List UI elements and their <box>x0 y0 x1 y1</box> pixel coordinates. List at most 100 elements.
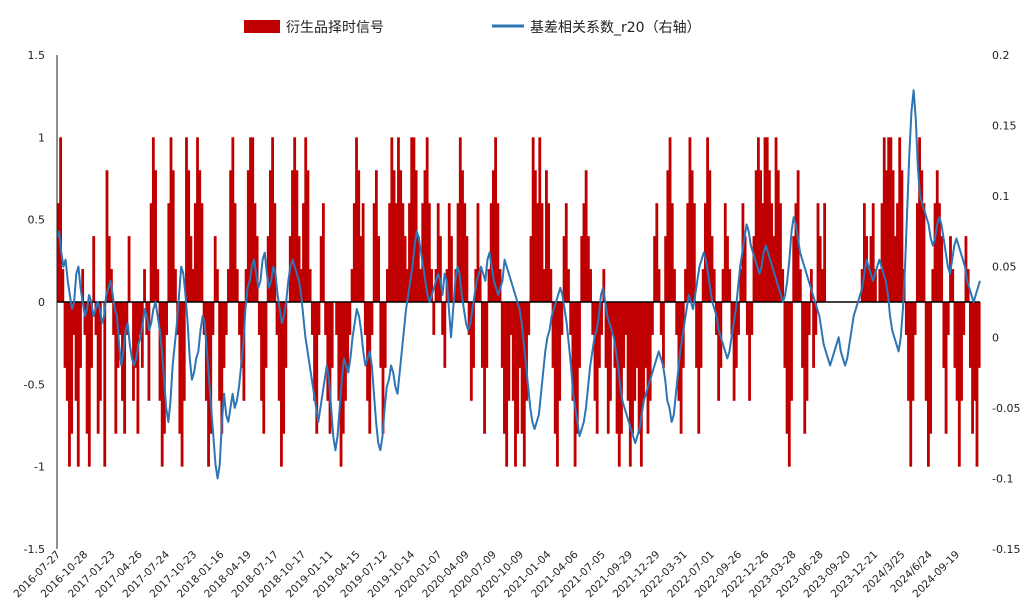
signal-bar <box>306 170 310 302</box>
signal-bar <box>591 302 595 335</box>
signal-bar <box>871 203 875 302</box>
signal-bar <box>57 203 60 302</box>
signal-bar <box>85 302 89 434</box>
right-tick-label: -0.15 <box>992 543 1020 556</box>
signal-bar <box>249 137 252 302</box>
signal-bar <box>458 137 462 302</box>
signal-bar <box>558 302 562 401</box>
signal-bar <box>779 203 782 302</box>
signal-bar <box>783 302 787 368</box>
signal-bar <box>527 302 531 335</box>
signal-bar <box>589 269 592 302</box>
signal-bar <box>350 269 354 302</box>
signal-bar <box>299 269 303 302</box>
signal-bar <box>564 203 568 302</box>
signal-bar <box>222 302 226 368</box>
signal-bar <box>723 203 727 302</box>
signal-bar <box>505 302 509 467</box>
signal-bar <box>132 302 135 401</box>
signal-bar <box>639 302 643 467</box>
signal-bar <box>933 203 937 302</box>
signal-bar <box>675 302 679 335</box>
signal-bar <box>242 302 246 401</box>
signal-bar <box>774 137 778 302</box>
signal-bar <box>156 269 160 302</box>
signal-bar <box>909 302 913 467</box>
signal-bar <box>81 269 85 302</box>
signal-bar <box>790 302 793 401</box>
signal-bar <box>551 302 555 368</box>
signal-bar <box>509 302 513 335</box>
signal-bar <box>324 302 327 335</box>
right-tick-label: 0.1 <box>992 190 1010 203</box>
signal-bar <box>255 236 259 302</box>
left-tick-label: 1.5 <box>28 49 46 62</box>
signal-bar <box>955 302 959 401</box>
signal-bar <box>692 203 696 302</box>
signal-bar <box>178 302 182 434</box>
signal-bar <box>492 170 495 302</box>
signal-bar <box>673 269 676 302</box>
signal-bar <box>567 269 570 302</box>
signal-bar <box>337 302 341 401</box>
signal-bar <box>127 236 131 302</box>
signal-bar <box>798 269 802 302</box>
signal-bar <box>388 203 392 302</box>
signal-bar <box>134 302 138 368</box>
signal-bar <box>750 302 754 335</box>
signal-bar <box>185 137 188 302</box>
signal-bar <box>76 302 80 467</box>
signal-bar <box>787 302 791 467</box>
signal-bar <box>386 269 389 302</box>
signal-bar <box>626 302 630 401</box>
signal-bar <box>174 269 177 302</box>
signal-bar <box>668 137 672 302</box>
signal-bar <box>357 170 361 302</box>
signal-bar <box>628 302 632 467</box>
signal-bar <box>302 203 305 302</box>
right-tick-label: -0.05 <box>992 402 1020 415</box>
signal-bar <box>372 203 376 302</box>
signal-bar <box>154 170 157 302</box>
signal-bar <box>140 302 144 368</box>
signal-bar <box>220 302 224 434</box>
signal-bar <box>759 170 762 302</box>
signal-bar <box>805 302 809 401</box>
signal-bar <box>191 269 195 302</box>
signal-bar <box>271 137 274 302</box>
signal-bar <box>344 302 347 401</box>
signal-bar <box>215 269 219 302</box>
signal-bar <box>412 137 416 302</box>
signal-bar <box>346 302 350 368</box>
signal-bar <box>602 269 606 302</box>
signal-bar <box>670 203 674 302</box>
signal-bar <box>370 302 374 335</box>
signal-bar <box>330 302 334 368</box>
signal-bar <box>816 203 820 302</box>
signal-bar <box>231 137 235 302</box>
signal-bar <box>869 236 873 302</box>
signal-bar <box>703 203 707 302</box>
signal-bar <box>496 203 500 302</box>
left-tick-label: -1.5 <box>24 543 45 556</box>
left-tick-label: 0 <box>38 296 45 309</box>
signal-bar <box>326 302 330 401</box>
signal-bar <box>394 203 398 302</box>
signal-bar <box>748 302 751 401</box>
signal-bar <box>575 302 579 434</box>
signal-bar <box>193 203 197 302</box>
signal-bar <box>465 236 469 302</box>
signal-bar <box>538 137 542 302</box>
signal-bar <box>476 203 480 302</box>
signal-bar <box>556 302 559 467</box>
legend: 衍生品择时信号 基差相关系数_r20（右轴） <box>244 19 701 36</box>
signal-bar <box>328 302 332 434</box>
right-tick-label: 0 <box>992 331 999 344</box>
signal-bar <box>529 236 533 302</box>
signal-bar <box>712 269 716 302</box>
signal-bar <box>251 137 255 302</box>
signal-bar <box>430 269 433 302</box>
signal-bar <box>520 302 524 434</box>
signal-bar <box>189 236 193 302</box>
signal-bar <box>732 302 736 401</box>
